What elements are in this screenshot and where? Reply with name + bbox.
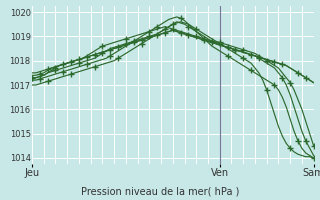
Text: Pression niveau de la mer( hPa ): Pression niveau de la mer( hPa ) xyxy=(81,186,239,196)
